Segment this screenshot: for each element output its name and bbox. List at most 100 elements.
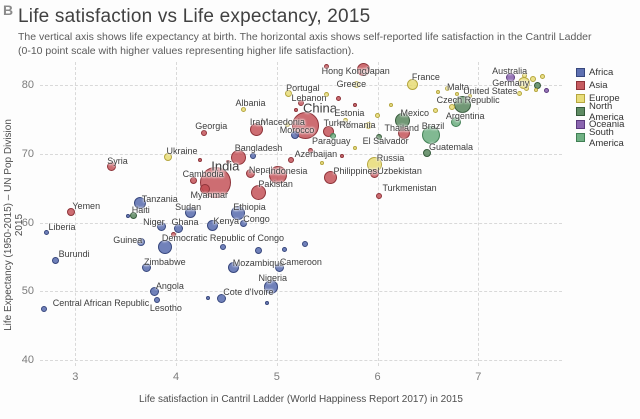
point-central-african-republic[interactable] bbox=[41, 306, 48, 313]
point-cote-d-ivoire[interactable] bbox=[216, 293, 226, 303]
point-unlabeled[interactable] bbox=[353, 146, 358, 151]
point-unlabeled[interactable] bbox=[524, 85, 530, 91]
point-paraguay[interactable] bbox=[330, 133, 337, 140]
point-unlabeled[interactable] bbox=[220, 244, 227, 251]
point-brazil[interactable] bbox=[421, 126, 440, 145]
point-unlabeled[interactable] bbox=[307, 148, 313, 154]
point-france[interactable] bbox=[407, 79, 419, 91]
point-mexico[interactable] bbox=[395, 112, 411, 128]
legend-item-north-america[interactable]: North America bbox=[576, 101, 640, 123]
point-romania[interactable] bbox=[365, 121, 373, 129]
point-syria[interactable] bbox=[107, 162, 117, 172]
point-liberia[interactable] bbox=[43, 229, 49, 235]
point-unlabeled[interactable] bbox=[529, 76, 536, 83]
point-kenya[interactable] bbox=[206, 219, 218, 231]
point-australia[interactable] bbox=[506, 72, 516, 82]
point-unlabeled[interactable] bbox=[353, 103, 358, 108]
point-macedonia[interactable] bbox=[285, 121, 291, 127]
point-zimbabwe[interactable] bbox=[142, 262, 152, 272]
point-unlabeled[interactable] bbox=[522, 72, 528, 78]
point-unlabeled[interactable] bbox=[282, 246, 288, 252]
point-indonesia[interactable] bbox=[268, 166, 287, 185]
point-unlabeled[interactable] bbox=[264, 300, 269, 305]
point-argentina[interactable] bbox=[451, 117, 462, 128]
point-nepal[interactable] bbox=[246, 169, 256, 179]
point-azerbaijan[interactable] bbox=[287, 157, 294, 164]
point-czech-republic[interactable] bbox=[449, 104, 456, 111]
point-philippines[interactable] bbox=[323, 171, 337, 185]
point-unlabeled[interactable] bbox=[534, 81, 542, 89]
point-nigeria[interactable] bbox=[263, 280, 278, 295]
point-turkey[interactable] bbox=[322, 126, 334, 138]
point-unlabeled[interactable] bbox=[455, 91, 460, 96]
point-unlabeled[interactable] bbox=[533, 88, 538, 93]
point-lesotho[interactable] bbox=[153, 297, 160, 304]
point-unlabeled[interactable] bbox=[125, 214, 130, 219]
point-turkmenistan[interactable] bbox=[375, 192, 382, 199]
point-pakistan[interactable] bbox=[251, 184, 267, 200]
point-hong-kong[interactable] bbox=[323, 63, 329, 69]
point-iran[interactable] bbox=[250, 123, 264, 137]
point-unlabeled[interactable] bbox=[293, 108, 298, 113]
point-unlabeled[interactable] bbox=[340, 154, 345, 158]
point-yemen[interactable] bbox=[67, 208, 76, 217]
point-malta[interactable] bbox=[436, 90, 441, 95]
point-unlabeled[interactable] bbox=[302, 240, 309, 247]
point-estonia[interactable] bbox=[342, 117, 348, 123]
point-thailand[interactable] bbox=[397, 127, 410, 140]
point-cameroon[interactable] bbox=[275, 263, 285, 273]
legend-item-oceania[interactable]: Oceania bbox=[576, 118, 640, 131]
point-ethiopia[interactable] bbox=[230, 205, 245, 220]
point-mozambique[interactable] bbox=[227, 262, 239, 274]
legend-item-europe[interactable]: Europe bbox=[576, 92, 640, 105]
point-georgia[interactable] bbox=[201, 130, 208, 137]
point-niger[interactable] bbox=[157, 221, 167, 231]
point-guatemala[interactable] bbox=[422, 149, 431, 158]
point-unlabeled[interactable] bbox=[432, 107, 438, 113]
point-unlabeled[interactable] bbox=[255, 246, 263, 254]
point-guinea[interactable] bbox=[136, 237, 145, 246]
point-unlabeled[interactable] bbox=[544, 87, 550, 93]
point-ukraine[interactable] bbox=[163, 153, 172, 162]
point-lebanon[interactable] bbox=[298, 100, 304, 107]
point-tanzania[interactable] bbox=[133, 197, 146, 210]
point-unlabeled[interactable] bbox=[468, 93, 473, 98]
point-unlabeled[interactable] bbox=[320, 160, 325, 165]
x-tick-6: 6 bbox=[374, 371, 381, 383]
point-haiti[interactable] bbox=[130, 211, 138, 219]
point-morocco[interactable] bbox=[290, 131, 299, 140]
point-unlabeled[interactable] bbox=[170, 232, 176, 238]
point-unlabeled[interactable] bbox=[517, 91, 523, 97]
point-unlabeled[interactable] bbox=[375, 113, 381, 119]
point-congo[interactable] bbox=[240, 219, 248, 227]
point-unlabeled[interactable] bbox=[323, 91, 329, 97]
point-unlabeled[interactable] bbox=[444, 85, 450, 91]
legend-item-asia[interactable]: Asia bbox=[576, 79, 640, 92]
point-bangladesh[interactable] bbox=[231, 149, 247, 165]
point-sudan[interactable] bbox=[184, 207, 196, 219]
point-angola[interactable] bbox=[150, 286, 160, 296]
point-unlabeled[interactable] bbox=[198, 158, 203, 163]
point-india[interactable] bbox=[199, 166, 231, 198]
point-china[interactable] bbox=[291, 111, 319, 139]
point-el-salvador[interactable] bbox=[375, 134, 382, 141]
point-albania[interactable] bbox=[241, 106, 247, 112]
point-unlabeled[interactable] bbox=[335, 95, 341, 101]
point-unlabeled[interactable] bbox=[226, 159, 231, 164]
point-uzbekistan[interactable] bbox=[370, 168, 380, 178]
point-portugal[interactable] bbox=[285, 90, 293, 98]
legend-item-africa[interactable]: Africa bbox=[576, 66, 640, 79]
point-ghana[interactable] bbox=[173, 223, 183, 233]
point-burundi[interactable] bbox=[51, 256, 59, 264]
point-greece[interactable] bbox=[352, 81, 360, 89]
point-unlabeled[interactable] bbox=[388, 103, 393, 108]
point-unlabeled[interactable] bbox=[206, 296, 211, 301]
point-myanmar[interactable] bbox=[200, 183, 211, 194]
point-democratic-republic-of-congo[interactable] bbox=[157, 240, 172, 255]
point-unlabeled[interactable] bbox=[249, 153, 256, 159]
point-united-states[interactable] bbox=[453, 96, 471, 114]
point-cambodia[interactable] bbox=[189, 176, 197, 184]
point-unlabeled[interactable] bbox=[540, 73, 546, 79]
point-japan[interactable] bbox=[356, 63, 370, 77]
legend-item-south-america[interactable]: South America bbox=[576, 127, 640, 149]
